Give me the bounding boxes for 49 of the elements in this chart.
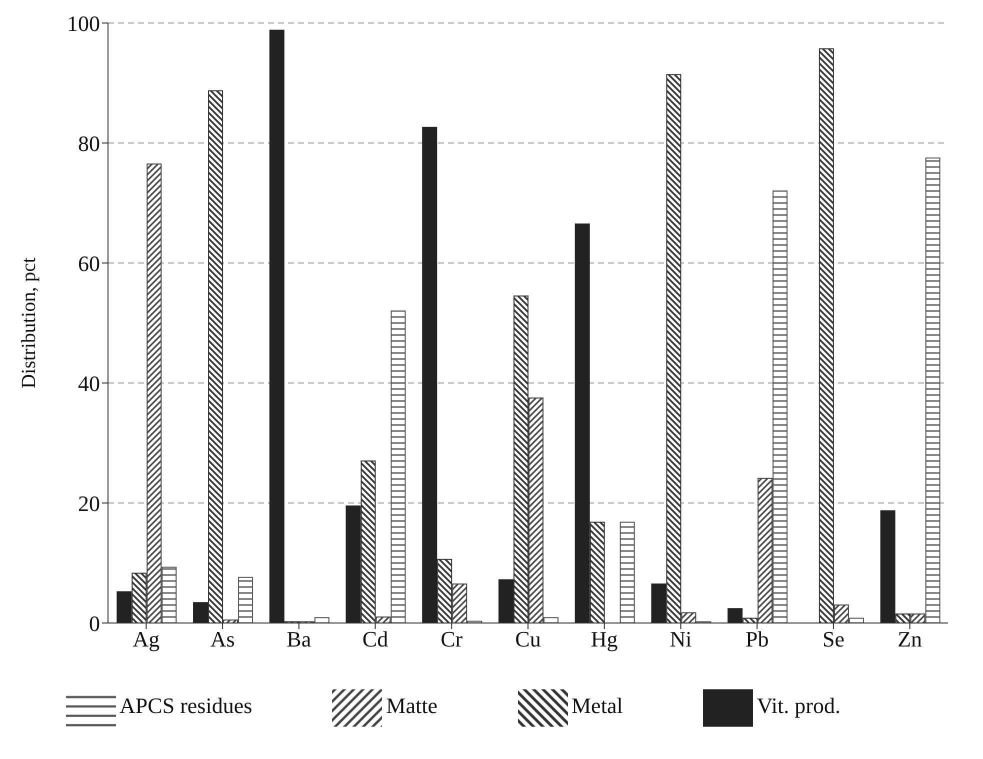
bar [681, 612, 696, 623]
bar [346, 506, 361, 623]
x-tick-label: Cr [440, 626, 464, 652]
bar [880, 510, 896, 623]
bar [193, 602, 208, 623]
bar [452, 584, 468, 623]
y-axis-title: Distribution, pct [18, 257, 40, 389]
bar [772, 190, 788, 623]
x-tick-label: Pb [745, 626, 769, 652]
y-tick-label: 100 [67, 10, 100, 36]
legend-label: Metal [572, 693, 623, 718]
x-tick-label: Cu [515, 626, 541, 652]
bar [528, 398, 544, 623]
bar [422, 126, 438, 623]
x-tick-label: Hg [590, 626, 618, 652]
x-tick-label: Zn [898, 626, 922, 652]
bar [390, 310, 406, 623]
legend-label: Vit. prod. [756, 693, 840, 718]
bar [758, 478, 773, 623]
x-tick-label: Cd [362, 626, 388, 652]
bar [910, 614, 926, 623]
bar [269, 30, 284, 623]
bar [238, 576, 254, 623]
bar [925, 158, 940, 623]
legend-label: Matte [386, 693, 438, 718]
bar [498, 579, 514, 623]
bar [834, 604, 849, 623]
x-tick-label: Ni [670, 626, 692, 652]
bar [620, 522, 635, 623]
bar [376, 616, 391, 623]
bar [146, 164, 162, 623]
x-tick-label: Se [822, 626, 844, 652]
bar [574, 224, 590, 623]
x-tick-label: Ba [286, 626, 312, 652]
y-tick-label: 40 [78, 370, 100, 396]
bar [728, 608, 743, 623]
x-tick-label: Ag [132, 626, 160, 652]
y-tick-label: 60 [78, 250, 100, 276]
legend-label: APCS residues [120, 693, 252, 718]
bar [162, 566, 177, 623]
bar [116, 591, 132, 623]
y-tick-label: 20 [78, 490, 100, 516]
bar [848, 618, 864, 623]
x-tick-label: As [210, 626, 235, 652]
bar [314, 617, 330, 623]
bar [543, 617, 558, 623]
y-tick-label: 0 [89, 610, 100, 636]
y-tick-label: 80 [78, 130, 100, 156]
bar [651, 584, 666, 623]
